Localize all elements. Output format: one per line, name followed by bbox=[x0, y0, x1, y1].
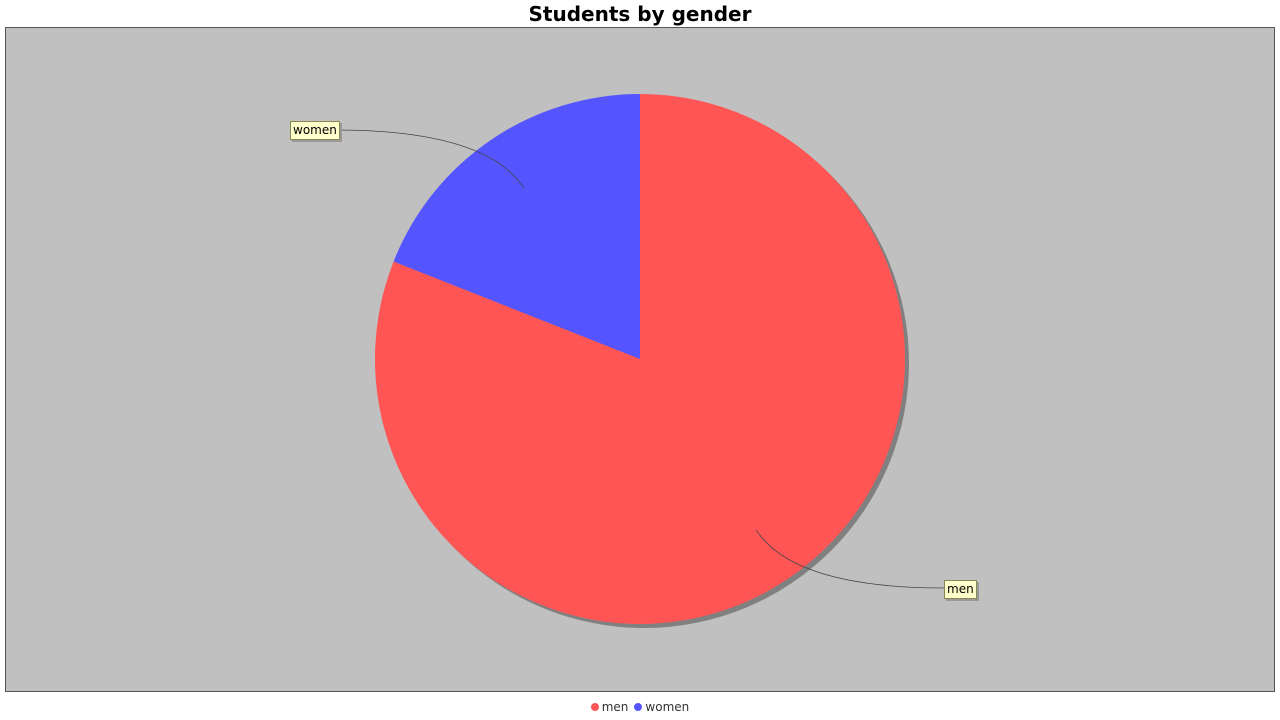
leader-line-men bbox=[755, 529, 945, 589]
slice-label-men: men bbox=[944, 580, 977, 599]
slice-label-women: women bbox=[290, 121, 340, 140]
legend-item-women: women bbox=[634, 700, 689, 714]
legend-dot-women bbox=[634, 703, 643, 711]
leader-line-women bbox=[334, 129, 525, 189]
legend: men women bbox=[0, 700, 1280, 714]
legend-dot-men bbox=[590, 703, 599, 711]
legend-label-men: men bbox=[601, 700, 629, 714]
pie-slice-women bbox=[393, 94, 640, 359]
legend-label-women: women bbox=[645, 700, 690, 714]
chart-title: Students by gender bbox=[528, 2, 752, 26]
legend-item-men: men bbox=[590, 700, 629, 714]
